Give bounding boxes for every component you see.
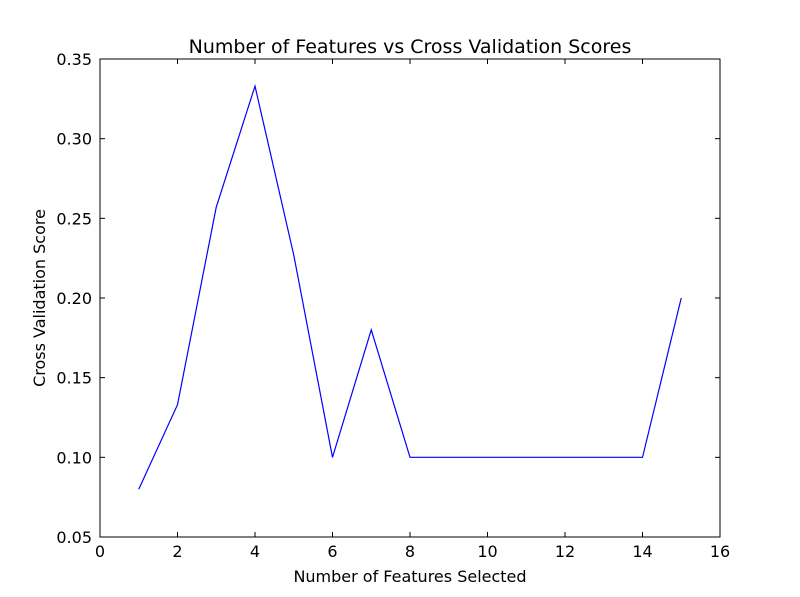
plot-area: 0 2 4 6 8 10 12 14 16 0.05 0.10 0.15 0.20 0.25 0.30 0.3… (56, 50, 730, 561)
y-tick-label: 0.25 (56, 209, 92, 228)
x-tick-label: 0 (95, 542, 105, 561)
y-tick-label: 0.15 (56, 369, 92, 388)
y-axis-label: Cross Validation Score (30, 209, 49, 387)
x-tick-label: 6 (327, 542, 337, 561)
y-tick-label: 0.35 (56, 50, 92, 69)
x-tick-label: 2 (172, 542, 182, 561)
x-tick-label: 10 (477, 542, 497, 561)
x-tick-label: 14 (632, 542, 652, 561)
series-line-0 (138, 83, 682, 490)
axes-frame (99, 58, 721, 538)
y-tick-label: 0.20 (56, 289, 92, 308)
x-tick-label: 4 (250, 542, 260, 561)
x-axis-label: Number of Features Selected (293, 567, 526, 586)
y-tick-label: 0.05 (56, 528, 92, 547)
x-tick-label: 12 (555, 542, 575, 561)
y-tick-label: 0.30 (56, 130, 92, 149)
chart-title: Number of Features vs Cross Validation S… (189, 36, 632, 58)
y-tick-label: 0.10 (56, 448, 92, 467)
x-tick-label: 8 (405, 542, 415, 561)
x-tick-label: 16 (710, 542, 730, 561)
